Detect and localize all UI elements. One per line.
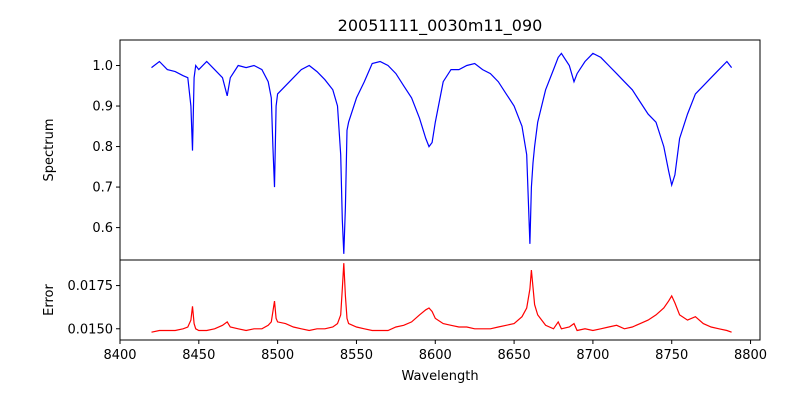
spectrum-panel: 0.6 0.7 0.8 0.9 1.0 Spectrum (42, 39, 761, 261)
chart-title: 20051111_0030m11_090 (338, 16, 543, 36)
spectrum-y-axis-label: Spectrum (42, 119, 57, 182)
y-tick-label: 0.0150 (68, 322, 114, 337)
spectrum-y-ticks: 0.6 0.7 0.8 0.9 1.0 (92, 59, 120, 236)
y-tick-label: 1.0 (92, 59, 113, 74)
x-tick-label: 8550 (340, 348, 373, 363)
error-axes-frame (119, 259, 761, 341)
x-axis-label: Wavelength (401, 369, 478, 384)
error-series-line (151, 263, 732, 333)
x-tick-label: 8600 (419, 348, 452, 363)
x-tick-label: 8700 (576, 348, 609, 363)
x-tick-label: 8450 (182, 348, 215, 363)
error-y-ticks: 0.0150 0.0175 (68, 279, 120, 337)
spectrum-series-line (151, 52, 733, 254)
y-tick-label: 0.8 (92, 140, 113, 155)
y-tick-label: 0.7 (92, 181, 113, 196)
y-tick-label: 0.6 (92, 221, 113, 236)
wavelength-x-ticks: 8400 8450 8500 8550 8600 8650 8700 8750 8800 (103, 340, 767, 363)
y-tick-label: 0.9 (92, 100, 113, 115)
y-tick-label: 0.0175 (68, 279, 114, 294)
x-tick-label: 8800 (734, 348, 767, 363)
error-panel: 0.0150 0.0175 Error (42, 259, 761, 341)
x-tick-label: 8500 (261, 348, 294, 363)
x-tick-label: 8650 (498, 348, 531, 363)
x-tick-label: 8750 (655, 348, 688, 363)
error-y-axis-label: Error (42, 284, 57, 316)
x-tick-label: 8400 (103, 348, 136, 363)
